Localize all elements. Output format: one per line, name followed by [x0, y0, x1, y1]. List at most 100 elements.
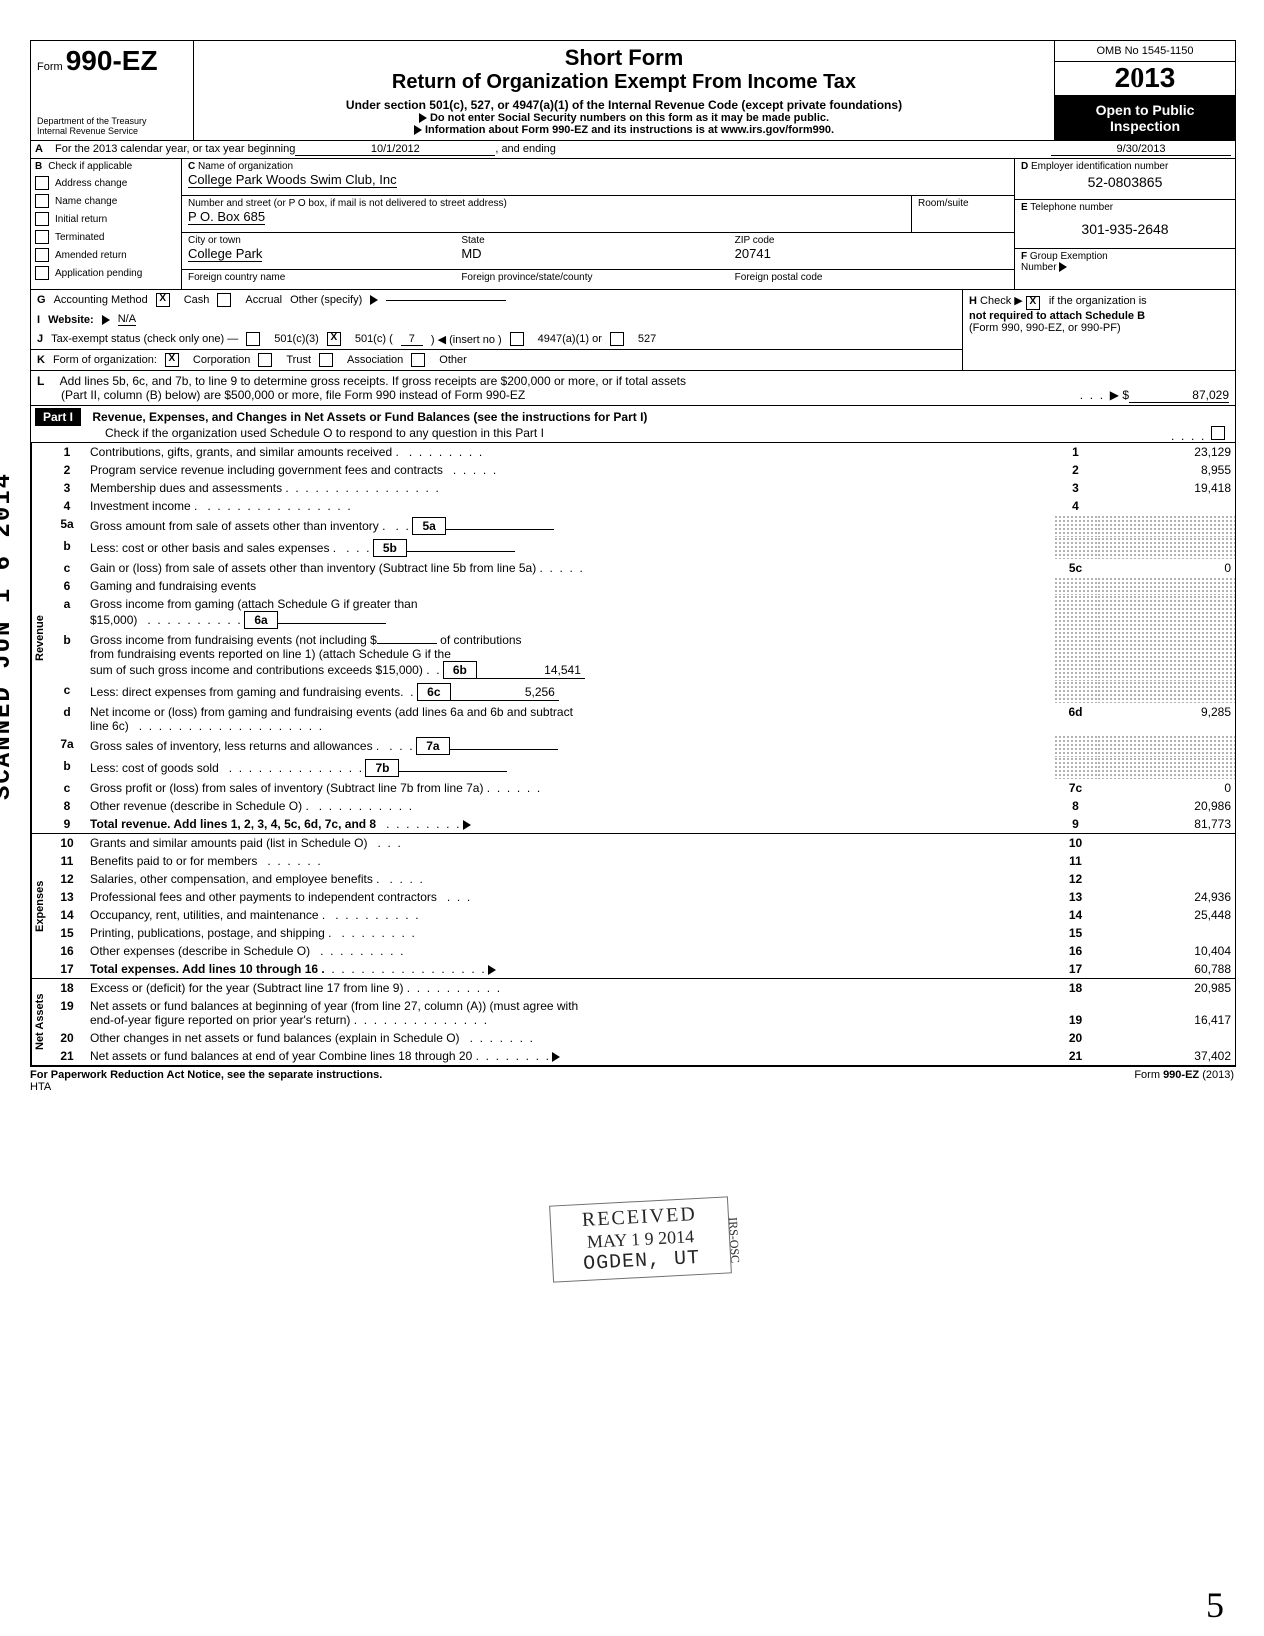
arrow-icon: [419, 113, 427, 123]
line-1: 1Contributions, gifts, grants, and simil…: [48, 443, 1235, 461]
501c-num: 7: [401, 333, 423, 346]
foreign-country: Foreign country name: [188, 272, 461, 283]
paperwork-notice: For Paperwork Reduction Act Notice, see …: [30, 1069, 382, 1081]
arrow-icon: [414, 125, 422, 135]
arrow-icon: [463, 820, 471, 830]
checkbox-icon[interactable]: [35, 176, 49, 190]
line-6a: aGross income from gaming (attach Schedu…: [48, 595, 1235, 631]
header-left: Form 990-EZ Department of the Treasury I…: [31, 41, 194, 140]
stamp-irs-osc: IRS-OSC: [725, 1217, 742, 1264]
checkbox-icon[interactable]: [35, 266, 49, 280]
expenses-table: 10Grants and similar amounts paid (list …: [48, 834, 1235, 978]
gross-receipts: 87,029: [1129, 388, 1229, 403]
part1-title: Revenue, Expenses, and Changes in Net As…: [92, 410, 647, 424]
foreign-row: Foreign country name Foreign province/st…: [182, 270, 1014, 285]
street-field: Number and street (or P O box, if mail i…: [182, 196, 911, 232]
checkbox-527[interactable]: [610, 332, 624, 346]
check-pending[interactable]: Application pending: [31, 264, 181, 282]
zip-field: ZIP code20741: [735, 235, 1008, 267]
line-7b: bLess: cost of goods sold . . . . . . . …: [48, 757, 1235, 779]
line-6c: cLess: direct expenses from gaming and f…: [48, 681, 1235, 703]
checkbox-4947[interactable]: [510, 332, 524, 346]
checkbox-other[interactable]: [411, 353, 425, 367]
part1-check-text: Check if the organization used Schedule …: [105, 426, 544, 440]
check-amended[interactable]: Amended return: [31, 246, 181, 264]
other-specify-line: [386, 300, 506, 301]
side-label-netassets: Net Assets: [31, 979, 48, 1065]
line-3: 3Membership dues and assessments . . . .…: [48, 479, 1235, 497]
line-11: 11Benefits paid to or for members . . . …: [48, 852, 1235, 870]
side-label-revenue: Revenue: [31, 443, 48, 833]
title-return: Return of Organization Exempt From Incom…: [198, 71, 1050, 94]
line-10: 10Grants and similar amounts paid (list …: [48, 834, 1235, 852]
dept-treasury: Department of the Treasury: [37, 116, 147, 126]
header-right: OMB No 1545-1150 2013 Open to Public Ins…: [1054, 41, 1235, 140]
form-number-block: Form 990-EZ: [37, 45, 187, 77]
tel-value: 301-935-2648: [1021, 221, 1229, 237]
check-terminated[interactable]: Terminated: [31, 228, 181, 246]
form-number: 990-EZ: [66, 45, 158, 76]
line-18: 18Excess or (deficit) for the year (Subt…: [48, 979, 1235, 997]
checkbox-501c3[interactable]: [246, 332, 260, 346]
checkbox-icon[interactable]: [35, 248, 49, 262]
checkbox-accrual[interactable]: [217, 293, 231, 307]
footer: For Paperwork Reduction Act Notice, see …: [30, 1067, 1234, 1095]
col-b-checkboxes: BCheck if applicable Address change Name…: [31, 159, 182, 289]
line-13: 13Professional fees and other payments t…: [48, 888, 1235, 906]
page-number: 5: [1206, 1584, 1224, 1626]
checkbox-icon[interactable]: [35, 230, 49, 244]
checkbox-501c[interactable]: X: [327, 332, 341, 346]
title-short-form: Short Form: [198, 45, 1050, 71]
hta: HTA: [30, 1081, 51, 1093]
line-16: 16Other expenses (describe in Schedule O…: [48, 942, 1235, 960]
checkbox-cash[interactable]: X: [156, 293, 170, 307]
subtitle-1: Under section 501(c), 527, or 4947(a)(1)…: [198, 98, 1050, 112]
arrow-icon: [370, 295, 378, 305]
ein-box: D Employer identification number 52-0803…: [1015, 159, 1235, 200]
tax-year-end: 9/30/2013: [1051, 143, 1231, 156]
checkbox-icon[interactable]: [35, 194, 49, 208]
dept-block: Department of the Treasury Internal Reve…: [37, 116, 147, 136]
form-990ez: Form 990-EZ Department of the Treasury I…: [30, 40, 1236, 1067]
org-name: College Park Woods Swim Club, Inc: [188, 172, 397, 188]
foreign-state: Foreign province/state/county: [461, 272, 734, 283]
dept-irs: Internal Revenue Service: [37, 126, 147, 136]
open-public: Open to Public Inspection: [1055, 96, 1235, 140]
check-initial[interactable]: Initial return: [31, 210, 181, 228]
checkbox-h[interactable]: X: [1026, 296, 1040, 310]
foreign-postal: Foreign postal code: [735, 272, 1008, 283]
form-ref: Form 990-EZ (2013): [1134, 1069, 1234, 1093]
checkbox-schedule-o[interactable]: [1211, 426, 1225, 440]
arrow-icon: [552, 1052, 560, 1062]
side-label-expenses: Expenses: [31, 834, 48, 978]
checkbox-trust[interactable]: [258, 353, 272, 367]
row-j: J Tax-exempt status (check only one) — 5…: [31, 329, 962, 349]
stamp-scanned: SCANNED JUN 1 6 2014: [0, 472, 17, 800]
room-field: Room/suite: [911, 196, 1014, 232]
website-value: N/A: [118, 313, 136, 326]
line-8: 8Other revenue (describe in Schedule O) …: [48, 797, 1235, 815]
line-7c: cGross profit or (loss) from sales of in…: [48, 779, 1235, 797]
org-name-row: C Name of organization College Park Wood…: [182, 159, 1014, 196]
checkbox-corp[interactable]: X: [165, 353, 179, 367]
checkbox-icon[interactable]: [35, 212, 49, 226]
street-row: Number and street (or P O box, if mail i…: [182, 196, 1014, 233]
line-4: 4Investment income . . . . . . . . . . .…: [48, 497, 1235, 515]
line-2: 2Program service revenue including gover…: [48, 461, 1235, 479]
check-address[interactable]: Address change: [31, 174, 181, 192]
checkbox-assoc[interactable]: [319, 353, 333, 367]
tax-year: 2013: [1055, 62, 1235, 96]
line-12: 12Salaries, other compensation, and empl…: [48, 870, 1235, 888]
row-a-text: For the 2013 calendar year, or tax year …: [55, 143, 295, 156]
row-h: H Check ▶ X if the organization is not r…: [963, 290, 1235, 370]
ein-value: 52-0803865: [1021, 174, 1229, 190]
col-c-org-info: C Name of organization College Park Wood…: [182, 159, 1015, 289]
row-i: I Website: N/A: [31, 310, 962, 329]
check-name[interactable]: Name change: [31, 192, 181, 210]
line-17: 17Total expenses. Add lines 10 through 1…: [48, 960, 1235, 978]
line-21: 21Net assets or fund balances at end of …: [48, 1047, 1235, 1065]
line-9: 9Total revenue. Add lines 1, 2, 3, 4, 5c…: [48, 815, 1235, 833]
part1-header: Part I Revenue, Expenses, and Changes in…: [31, 406, 1235, 443]
arrow-icon: [488, 965, 496, 975]
form-prefix: Form: [37, 61, 63, 73]
